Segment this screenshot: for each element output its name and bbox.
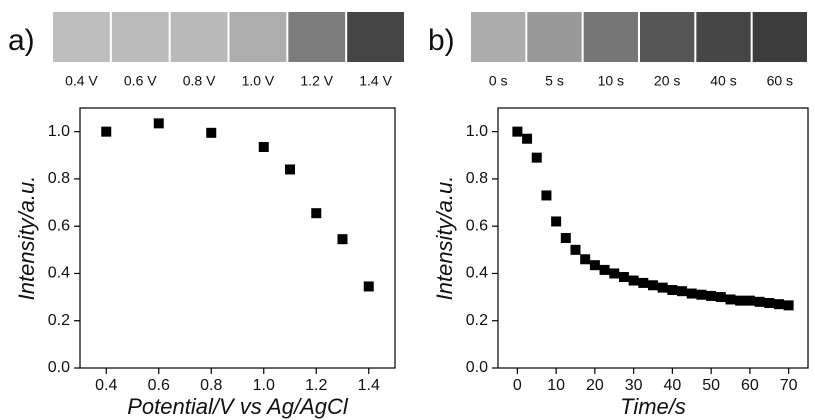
marker xyxy=(570,244,581,255)
y-tick-label: 1.0 xyxy=(466,123,488,140)
y-tick-label: 0.6 xyxy=(466,217,488,234)
marker xyxy=(541,190,552,201)
marker xyxy=(609,268,620,279)
x-tick-label: 1.4 xyxy=(358,377,380,394)
y-tick-label: 0.4 xyxy=(48,265,70,282)
marker xyxy=(725,294,736,305)
image-label: 5 s xyxy=(545,73,564,89)
marker xyxy=(363,281,374,292)
x-tick-label: 20 xyxy=(586,377,604,394)
image-tile xyxy=(53,12,110,62)
image-label: 0.6 V xyxy=(124,73,157,89)
x-axis-title: Potential/V vs Ag/AgCl xyxy=(127,394,349,419)
image-tile xyxy=(640,12,695,62)
x-tick-label: 10 xyxy=(547,377,565,394)
y-tick-label: 0.6 xyxy=(48,217,70,234)
image-label: 40 s xyxy=(710,73,736,89)
image-label: 10 s xyxy=(598,73,624,89)
marker xyxy=(531,152,542,163)
marker xyxy=(773,299,784,310)
marker xyxy=(638,277,649,288)
panel-label: a) xyxy=(8,24,35,57)
x-tick-label: 1.0 xyxy=(253,377,275,394)
marker xyxy=(560,233,571,243)
marker xyxy=(677,286,688,297)
marker xyxy=(706,290,717,301)
marker xyxy=(337,234,348,245)
x-tick-label: 0 xyxy=(513,377,522,394)
marker xyxy=(648,280,658,291)
marker xyxy=(735,295,746,306)
marker xyxy=(686,288,697,299)
marker xyxy=(258,142,269,152)
y-tick-label: 0.0 xyxy=(48,359,70,376)
marker xyxy=(512,126,523,137)
x-axis-title: Time/s xyxy=(620,394,686,419)
x-tick-label: 0.6 xyxy=(148,377,170,394)
marker xyxy=(715,292,726,303)
image-tile xyxy=(347,12,404,62)
y-tick-label: 0.2 xyxy=(466,312,488,329)
image-tile xyxy=(471,12,526,62)
marker xyxy=(764,298,775,308)
marker xyxy=(628,275,639,286)
marker xyxy=(522,133,533,144)
image-tile xyxy=(111,12,169,62)
plot-frame xyxy=(497,107,809,369)
image-tile xyxy=(229,12,287,62)
y-tick-label: 0.8 xyxy=(48,170,70,187)
image-tile xyxy=(170,12,228,62)
image-tile xyxy=(288,12,346,62)
y-tick-label: 0.8 xyxy=(466,170,488,187)
image-label: 60 s xyxy=(767,73,793,89)
image-tile xyxy=(752,12,807,62)
marker xyxy=(153,118,164,129)
marker xyxy=(285,164,295,175)
y-axis-title: Intensity/a.u. xyxy=(14,176,39,301)
image-tile xyxy=(527,12,582,62)
image-label: 0.8 V xyxy=(183,73,216,89)
x-tick-label: 0.4 xyxy=(95,377,117,394)
y-axis-title: Intensity/a.u. xyxy=(432,176,457,301)
marker xyxy=(599,264,610,275)
image-label: 20 s xyxy=(654,73,680,89)
marker xyxy=(667,285,678,295)
plot-frame xyxy=(79,107,396,369)
marker xyxy=(754,296,765,307)
image-label: 1.2 V xyxy=(300,73,333,89)
marker xyxy=(551,216,562,227)
x-tick-label: 1.2 xyxy=(305,377,327,394)
marker xyxy=(580,254,591,265)
image-label: 0 s xyxy=(489,73,508,89)
panel-label: b) xyxy=(428,24,455,57)
marker xyxy=(206,127,217,138)
y-tick-label: 0.2 xyxy=(48,312,70,329)
marker xyxy=(101,126,112,137)
image-label: 0.4 V xyxy=(65,73,98,89)
image-tile xyxy=(583,12,638,62)
x-tick-label: 60 xyxy=(741,377,759,394)
x-tick-label: 40 xyxy=(663,377,681,394)
y-tick-label: 1.0 xyxy=(48,123,70,140)
marker xyxy=(311,208,322,219)
marker xyxy=(589,260,600,271)
marker xyxy=(783,300,794,311)
x-tick-label: 0.8 xyxy=(200,377,222,394)
marker xyxy=(744,295,755,306)
y-tick-label: 0.4 xyxy=(466,265,488,282)
image-label: 1.4 V xyxy=(359,73,392,89)
image-tile xyxy=(696,12,751,62)
marker xyxy=(696,289,707,300)
x-tick-label: 50 xyxy=(702,377,720,394)
image-label: 1.0 V xyxy=(242,73,275,89)
y-tick-label: 0.0 xyxy=(466,359,488,376)
x-tick-label: 30 xyxy=(625,377,643,394)
marker xyxy=(657,282,668,293)
marker xyxy=(618,272,629,282)
x-tick-label: 70 xyxy=(780,377,798,394)
